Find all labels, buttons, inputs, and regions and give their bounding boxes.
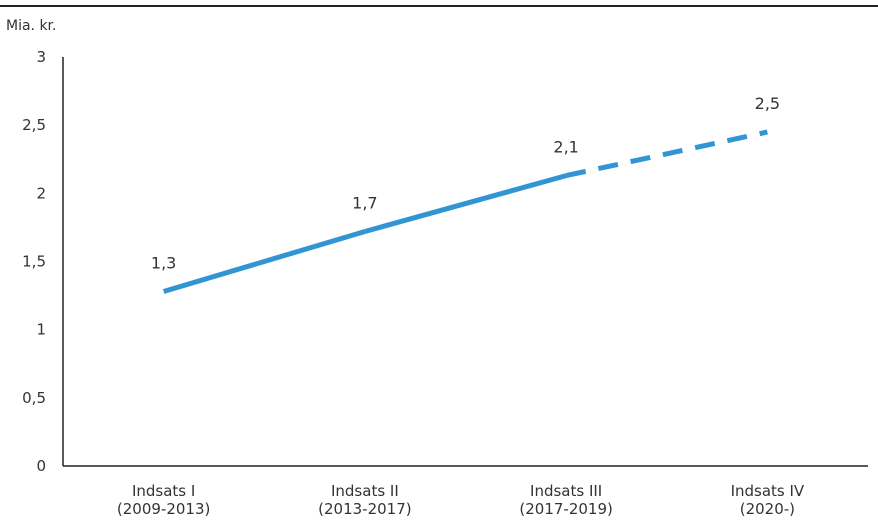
data-label: 1,3 [151, 253, 176, 272]
top-rule [0, 5, 878, 7]
projected-series-segment [565, 129, 768, 179]
y-tick-label: 2 [36, 184, 46, 202]
x-category-labels: Indsats I(2009-2013) Indsats II(2013-2017… [117, 482, 805, 518]
data-label: 1,7 [352, 194, 377, 213]
series-segment [364, 173, 567, 234]
x-tick-label: (2017-2019) [519, 500, 612, 518]
y-ticks: 0 0,5 1 1,5 2 2,5 3 [22, 48, 46, 475]
y-unit-label: Mia. kr. [6, 18, 56, 34]
y-tick-label: 2,5 [22, 116, 46, 134]
x-tick-label: Indsats III [530, 482, 602, 500]
y-tick-label: 1 [36, 321, 46, 339]
x-tick-label: (2009-2013) [117, 500, 210, 518]
x-tick-label: Indsats I [132, 482, 195, 500]
y-tick-label: 0 [36, 457, 46, 475]
y-tick-label: 1,5 [22, 253, 46, 271]
x-tick-label: Indsats II [331, 482, 399, 500]
data-label: 2,1 [553, 138, 578, 157]
y-tick-label: 3 [36, 48, 46, 66]
data-label: 2,5 [755, 94, 780, 113]
x-tick-label: (2020-) [740, 500, 795, 518]
x-tick-label: (2013-2017) [318, 500, 411, 518]
y-tick-label: 0,5 [22, 389, 46, 407]
series-segment [162, 229, 366, 294]
x-tick-label: Indsats IV [731, 482, 805, 500]
data-labels: 1,3 1,7 2,1 2,5 [151, 94, 780, 273]
series [162, 129, 768, 294]
